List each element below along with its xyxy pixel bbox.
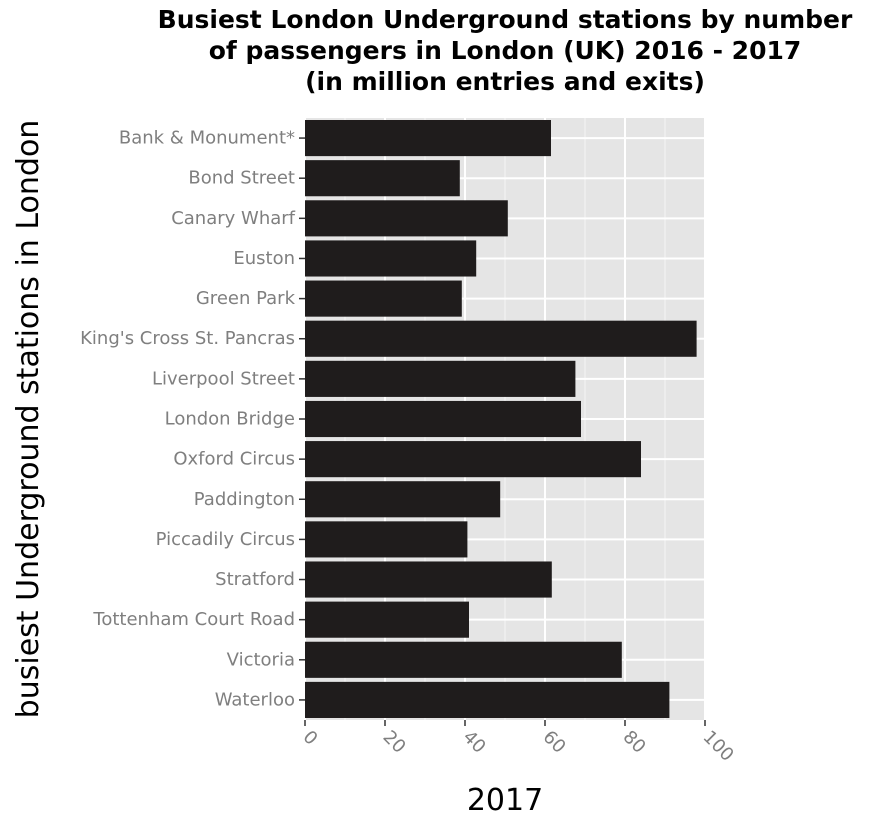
bar: [305, 601, 469, 638]
bar: [305, 521, 468, 558]
bar: [305, 641, 622, 678]
y-tick-label: Piccadily Circus: [156, 529, 295, 550]
y-tick-label: Victoria: [227, 649, 295, 670]
y-tick-label: Waterloo: [215, 689, 295, 710]
x-tick-label: 80: [619, 727, 650, 758]
chart-title-line-1: Busiest London Underground stations by n…: [157, 5, 853, 34]
bar: [305, 280, 462, 317]
bar: [305, 360, 576, 397]
y-tick-label: King's Cross St. Pancras: [80, 328, 295, 349]
x-axis-ticks: 0 20 40 60 80 100: [299, 720, 738, 766]
bar: [305, 200, 508, 237]
bar: [305, 240, 477, 277]
y-tick-label: Stratford: [215, 569, 295, 590]
bar: [305, 481, 501, 518]
bar: [305, 681, 670, 718]
x-tick-label: 0: [299, 727, 322, 750]
x-tick-label: 60: [539, 727, 570, 758]
chart-title: Busiest London Underground stations by n…: [0, 4, 874, 97]
y-tick-label: Canary Wharf: [171, 208, 295, 229]
bar: [305, 561, 552, 598]
y-tick-label: Oxford Circus: [173, 449, 295, 470]
y-tick-label: Tottenham Court Road: [92, 609, 295, 630]
y-tick-label: Bond Street: [188, 168, 295, 189]
y-tick-label: Paddington: [194, 489, 295, 510]
chart-title-line-2: of passengers in London (UK) 2016 - 2017: [208, 36, 802, 65]
y-tick-label: Euston: [233, 248, 295, 269]
y-tick-label: London Bridge: [165, 409, 295, 430]
y-axis-title: busiest Underground stations in London: [11, 120, 46, 719]
bar: [305, 441, 641, 478]
bar: [305, 160, 460, 197]
bar: [305, 120, 551, 157]
y-tick-label: Liverpool Street: [152, 368, 295, 389]
x-axis-title: 2017: [467, 783, 543, 818]
bars: [305, 120, 697, 718]
x-tick-label: 100: [699, 727, 738, 766]
y-tick-label: Bank & Monument*: [119, 128, 295, 149]
x-tick-label: 40: [459, 727, 490, 758]
x-tick-label: 20: [379, 727, 410, 758]
chart-title-line-3: (in million entries and exits): [305, 67, 705, 96]
y-axis-ticks: Bank & Monument* Bond Street Canary Wharf E…: [80, 128, 305, 710]
y-tick-label: Green Park: [196, 288, 296, 309]
bar: [305, 400, 581, 438]
bar: [305, 320, 697, 357]
